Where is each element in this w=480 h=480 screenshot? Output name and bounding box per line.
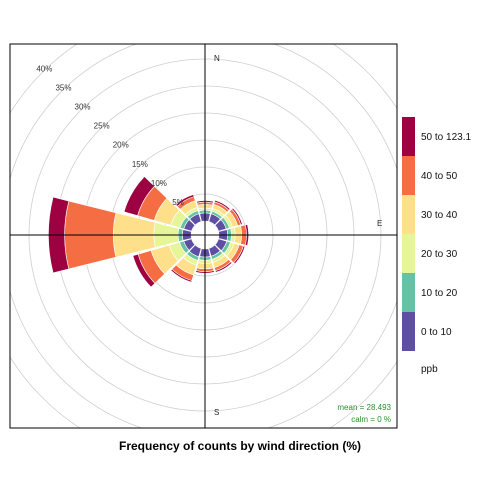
legend-title: ppb	[421, 364, 438, 375]
wedge-segment	[170, 268, 193, 283]
legend-swatch	[402, 195, 415, 234]
wedge-segment	[132, 253, 156, 288]
wedge-segment	[214, 199, 231, 211]
ring-label: 15%	[132, 160, 148, 169]
legend-label: 40 to 50	[421, 171, 458, 182]
wedge-segment	[231, 207, 243, 226]
x-axis-label: Frequency of counts by wind direction (%…	[119, 439, 361, 453]
wedge-segment	[123, 176, 155, 217]
plot-panel-border	[9, 43, 398, 429]
legend-swatch	[402, 273, 415, 312]
ring-label: 25%	[94, 122, 110, 131]
legend-swatch	[402, 312, 415, 351]
compass-axes	[10, 44, 397, 428]
legend-label: 0 to 10	[421, 327, 452, 338]
ring-label: 30%	[75, 103, 91, 112]
mean-stat: mean = 28.493	[337, 403, 391, 412]
ring-label: 10%	[151, 179, 167, 188]
calm-stat: calm = 0 %	[351, 415, 391, 424]
wedge-segment	[175, 194, 195, 207]
legend-swatch	[402, 234, 415, 273]
ring-label: 35%	[55, 83, 71, 92]
legend-label: 10 to 20	[421, 288, 458, 299]
ring-labels: 5% 10% 15% 20% 25% 30% 35% 40%	[36, 64, 183, 207]
legend-label: 50 to 123.1	[421, 132, 471, 143]
legend-swatch	[402, 156, 415, 195]
ring-label: 5%	[172, 198, 184, 207]
legend: 50 to 123.1 40 to 50 30 to 40 20 to 30 10 to…	[402, 117, 471, 351]
legend-swatch	[402, 117, 415, 156]
wedge-segment	[214, 261, 233, 273]
direction-label-north: N	[214, 54, 220, 63]
legend-label: 20 to 30	[421, 249, 458, 260]
ring-label: 40%	[36, 64, 52, 73]
wedges	[48, 176, 249, 288]
direction-label-south: S	[214, 408, 219, 417]
legend-label: 30 to 40	[421, 210, 458, 221]
ring-label: 20%	[113, 141, 129, 150]
direction-label-east: E	[377, 219, 382, 228]
wedge-segment	[233, 245, 246, 265]
